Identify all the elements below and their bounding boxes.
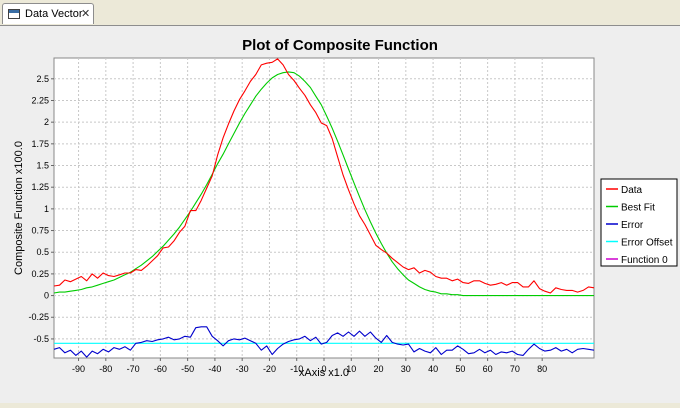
legend-label-data: Data: [621, 185, 643, 196]
grid: [54, 58, 594, 358]
tab-data-vector[interactable]: Data Vector ✕: [2, 3, 94, 24]
y-tick-label: 2: [44, 117, 49, 127]
chart: Plot of Composite Function -0.5 -0.25 0 0.2…: [13, 37, 678, 379]
x-tick-label: -20: [263, 364, 276, 374]
x-tick-label: 30: [401, 364, 411, 374]
y-tick-label: 0.25: [31, 269, 49, 279]
y-axis-label: Composite Function x100.0: [13, 141, 25, 275]
y-tick-label: 1.5: [36, 161, 49, 171]
tab-label: Data Vector: [25, 8, 83, 20]
x-tick-label: 40: [428, 364, 438, 374]
legend-label-error: Error: [621, 220, 644, 231]
y-ticks: -0.5 -0.25 0 0.25 0.5 0.75 1 1.25 1.5 1.75 2 2.25 2.…: [28, 74, 54, 344]
x-tick-label: -50: [181, 364, 194, 374]
y-tick-label: 1.75: [31, 139, 49, 149]
x-tick-label: -70: [127, 364, 140, 374]
legend: Data Best Fit Error Error Offset Function 0: [600, 178, 678, 267]
x-tick-label: -30: [236, 364, 249, 374]
chart-panel: Plot of Composite Function -0.5 -0.25 0 0.2…: [0, 26, 680, 403]
y-tick-label: 2.25: [31, 95, 49, 105]
x-tick-label: -40: [208, 364, 221, 374]
x-tick-label: 80: [537, 364, 547, 374]
legend-box: [600, 178, 678, 267]
x-tick-label: 50: [455, 364, 465, 374]
series-line-data: [53, 58, 595, 294]
series-line-best-fit: [53, 71, 594, 297]
series-layer: [53, 58, 595, 358]
y-tick-label: 1: [44, 204, 49, 214]
close-icon[interactable]: ✕: [81, 8, 91, 20]
x-tick-label: 0: [321, 364, 326, 374]
legend-label-error-offset: Error Offset: [621, 238, 673, 249]
legend-label-function-0: Function 0: [621, 255, 668, 266]
x-axis-label: xAxis x1.0: [299, 367, 349, 379]
x-tick-label: 10: [346, 364, 356, 374]
y-tick-label: 2.5: [36, 74, 49, 84]
y-tick-label: 1.25: [31, 182, 49, 192]
y-tick-label: -0.25: [28, 312, 49, 322]
x-tick-label: 60: [483, 364, 493, 374]
series-line-error: [53, 326, 595, 358]
y-tick-label: 0.5: [36, 247, 49, 257]
x-tick-label: 20: [374, 364, 384, 374]
x-tick-label: -80: [99, 364, 112, 374]
x-ticks: -90 -80 -70 -60 -50 -40 -30 -20 -10 0 10 20 30 40 50 60…: [72, 358, 547, 374]
chart-title: Plot of Composite Function: [242, 37, 438, 54]
x-tick-label: -60: [154, 364, 167, 374]
x-tick-label: -10: [290, 364, 303, 374]
legend-label-best-fit: Best Fit: [621, 203, 655, 214]
x-tick-label: 70: [510, 364, 520, 374]
y-tick-label: 0.75: [31, 226, 49, 236]
tab-bar: Data Vector ✕: [0, 0, 680, 26]
y-tick-label: -0.5: [33, 334, 49, 344]
x-tick-label: -90: [72, 364, 85, 374]
window-icon: [8, 9, 20, 19]
y-tick-label: 0: [44, 291, 49, 301]
